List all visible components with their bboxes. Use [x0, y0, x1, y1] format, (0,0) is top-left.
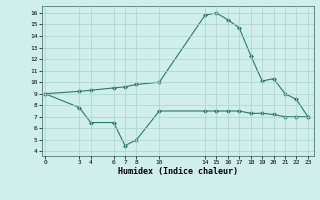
X-axis label: Humidex (Indice chaleur): Humidex (Indice chaleur) — [118, 167, 237, 176]
